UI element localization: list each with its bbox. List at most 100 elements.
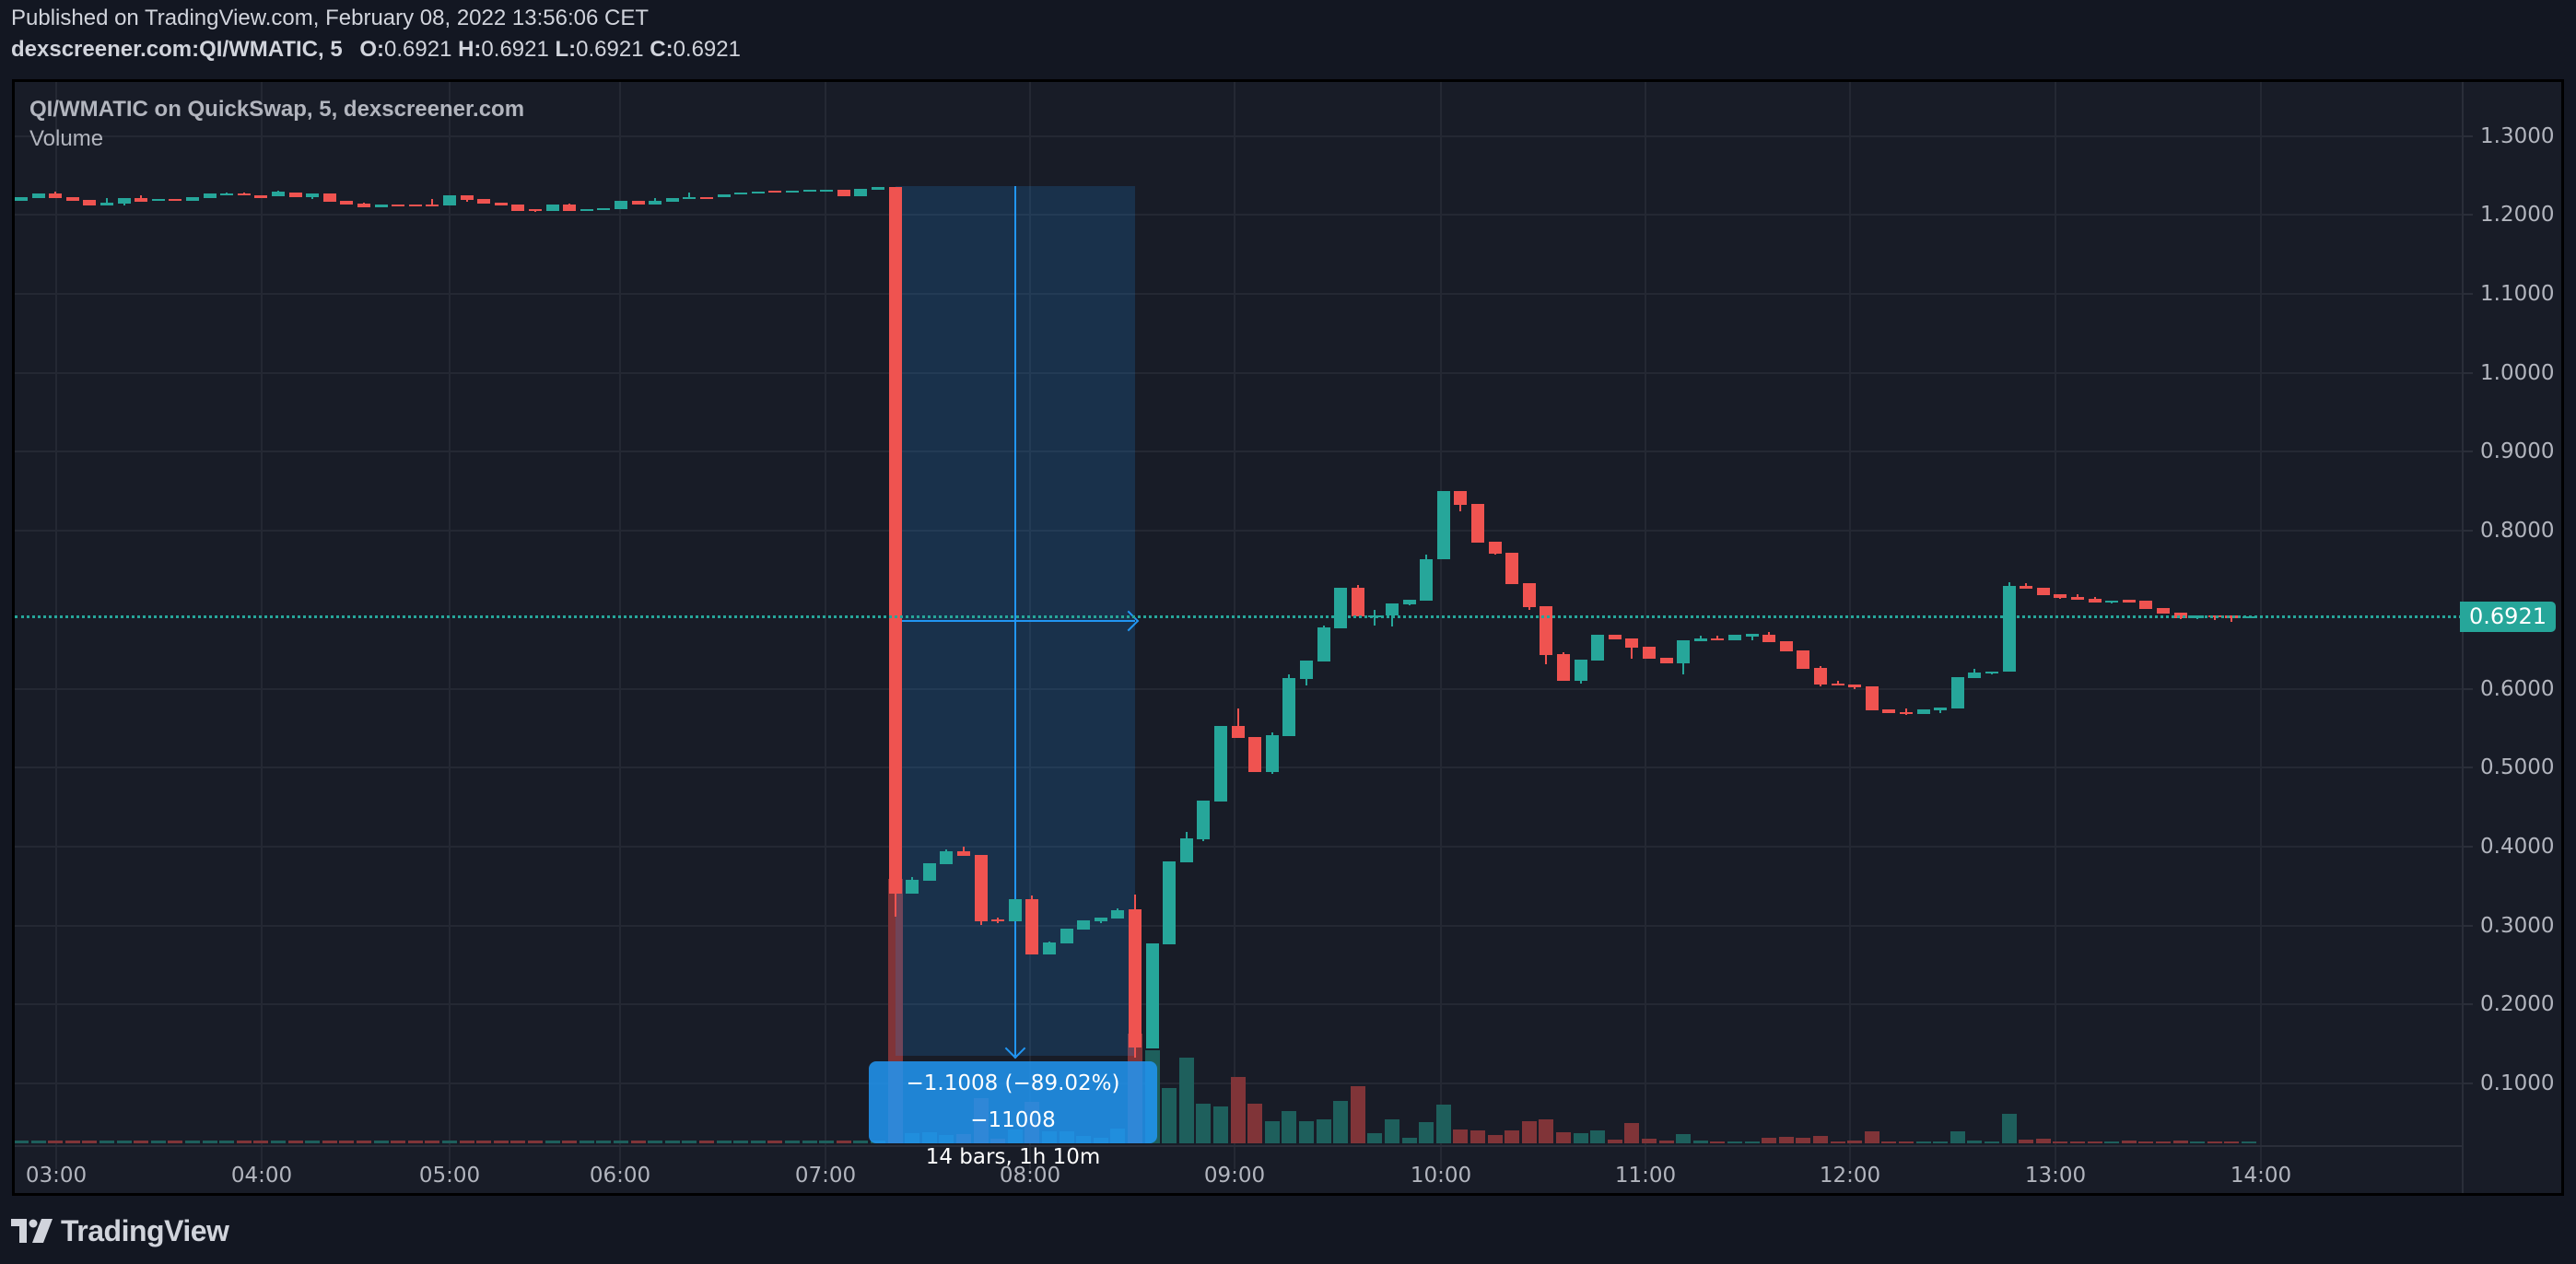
chart-frame[interactable]: −1.1008 (−89.02%) −11008 14 bars, 1h 10m …: [12, 79, 2564, 1196]
volume-bar: [407, 1141, 423, 1143]
volume-bar: [596, 1141, 612, 1143]
volume-bar: [1813, 1136, 1828, 1143]
volume-bar: [630, 1141, 646, 1143]
candle-body: [31, 193, 45, 198]
measure-bars-duration: 14 bars, 1h 10m: [925, 1145, 1101, 1169]
candle-body: [1968, 673, 1982, 678]
price-tick-mark: [2464, 924, 2473, 927]
candle-body: [1934, 707, 1948, 710]
close-value: 0.6921: [673, 37, 741, 62]
candle-body: [1317, 626, 1330, 661]
grid-line-v: [1029, 82, 1031, 1169]
candle-body: [1814, 667, 1827, 685]
candle-body: [1643, 646, 1656, 659]
candle-wick: [688, 192, 691, 198]
candle-body: [1129, 909, 1142, 1047]
candle-body: [2002, 586, 2016, 672]
volume-bar: [682, 1141, 697, 1143]
volume-bar: [134, 1141, 149, 1143]
price-tick-label: 0.3000: [2480, 913, 2555, 938]
high-value: 0.6921: [481, 37, 549, 62]
candle-body: [563, 204, 577, 211]
candle-body: [1745, 633, 1759, 638]
volume-bar: [1744, 1141, 1760, 1143]
candle-body: [1094, 918, 1107, 921]
candle-body: [426, 204, 439, 206]
candle-body: [272, 192, 285, 196]
tradingview-logo: TradingView: [11, 1214, 229, 1247]
candle-body: [2139, 601, 2153, 609]
candle-wick: [1836, 681, 1839, 685]
candle-body: [957, 851, 970, 856]
grid-line-v: [1645, 82, 1646, 1169]
volume-bar: [2138, 1141, 2154, 1143]
price-tick-label: 0.2000: [2480, 992, 2555, 1017]
price-pane[interactable]: −1.1008 (−89.02%) −11008 14 bars, 1h 10m: [15, 82, 2462, 1169]
price-tick-label: 0.4000: [2480, 834, 2555, 859]
candle-wick: [2025, 583, 2028, 589]
volume-bar: [15, 1141, 29, 1143]
candle-body: [203, 193, 217, 198]
volume-bar: [1796, 1138, 1811, 1143]
candle-body: [837, 189, 850, 196]
price-tick-mark: [2464, 530, 2473, 533]
price-tick-label: 1.3000: [2480, 123, 2555, 148]
volume-bar: [1607, 1140, 1622, 1143]
candle-body: [1882, 708, 1896, 713]
candle-body: [906, 879, 919, 894]
volume-bar: [1881, 1141, 1897, 1143]
candle-wick: [1631, 638, 1633, 659]
open-value: 0.6921: [384, 37, 452, 62]
volume-bar: [202, 1141, 217, 1143]
candle-body: [1625, 638, 1639, 648]
volume-bar: [30, 1141, 46, 1143]
candle-body: [717, 194, 731, 197]
candle-body: [374, 204, 388, 207]
time-tick-label: 12:00: [1819, 1164, 1881, 1188]
candle-body: [1043, 942, 1056, 954]
candle-body: [306, 193, 320, 197]
tradingview-logo-icon: [11, 1219, 53, 1243]
candle-body: [1505, 553, 1519, 585]
symbol-label: dexscreener.com:QI/WMATIC, 5: [11, 37, 343, 62]
volume-bar: [1899, 1141, 1914, 1143]
low-value: 0.6921: [576, 37, 644, 62]
volume-bar: [476, 1141, 492, 1143]
grid-line-v: [1234, 82, 1235, 1169]
candle-body: [443, 194, 456, 205]
price-tick-label: 1.0000: [2480, 360, 2555, 385]
volume-bar: [100, 1141, 114, 1143]
candle-body: [1659, 657, 1673, 663]
candle-body: [734, 192, 748, 194]
grid-line-h: [15, 1003, 2462, 1006]
candle-wick: [2231, 614, 2233, 622]
candle-body: [135, 197, 148, 202]
volume-bar: [1299, 1121, 1314, 1143]
price-axis[interactable]: 1.3000 1.2000 1.1000 1.0000 0.9000 0.8000 0.60…: [2462, 82, 2561, 1193]
volume-bar: [733, 1141, 749, 1143]
grid-line-v: [1849, 82, 1851, 1169]
grid-line-h: [15, 530, 2462, 533]
candle-body: [2054, 594, 2067, 599]
close-label: C:: [650, 37, 673, 62]
grid-line-v: [619, 82, 621, 1169]
volume-bar: [1385, 1119, 1399, 1143]
volume-bar: [1864, 1131, 1879, 1143]
volume-bar: [1676, 1134, 1692, 1143]
candle-body: [1265, 734, 1279, 772]
volume-bar: [1487, 1135, 1503, 1143]
volume-bar: [1710, 1141, 1726, 1143]
volume-bar: [1692, 1141, 1708, 1143]
price-tick-mark: [2464, 687, 2473, 690]
volume-bar: [819, 1141, 835, 1143]
volume-bar: [168, 1141, 183, 1143]
last-price-line: [15, 614, 2462, 618]
volume-bar: [716, 1141, 732, 1143]
volume-bar: [236, 1141, 252, 1143]
volume-bar: [1350, 1086, 1365, 1143]
candle-body: [580, 208, 593, 211]
time-axis[interactable]: 03:00 04:00 05:00 06:00 07:00 08:00 09:00 10:00…: [15, 1145, 2462, 1193]
candle-body: [2157, 608, 2170, 614]
candle-wick: [1905, 708, 1907, 715]
candle-body: [1454, 490, 1468, 505]
